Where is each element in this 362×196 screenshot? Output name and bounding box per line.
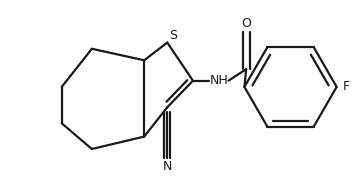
Text: S: S <box>169 29 177 42</box>
Text: N: N <box>163 160 172 173</box>
Text: O: O <box>241 16 251 30</box>
Text: F: F <box>343 80 350 93</box>
Text: NH: NH <box>210 74 229 87</box>
